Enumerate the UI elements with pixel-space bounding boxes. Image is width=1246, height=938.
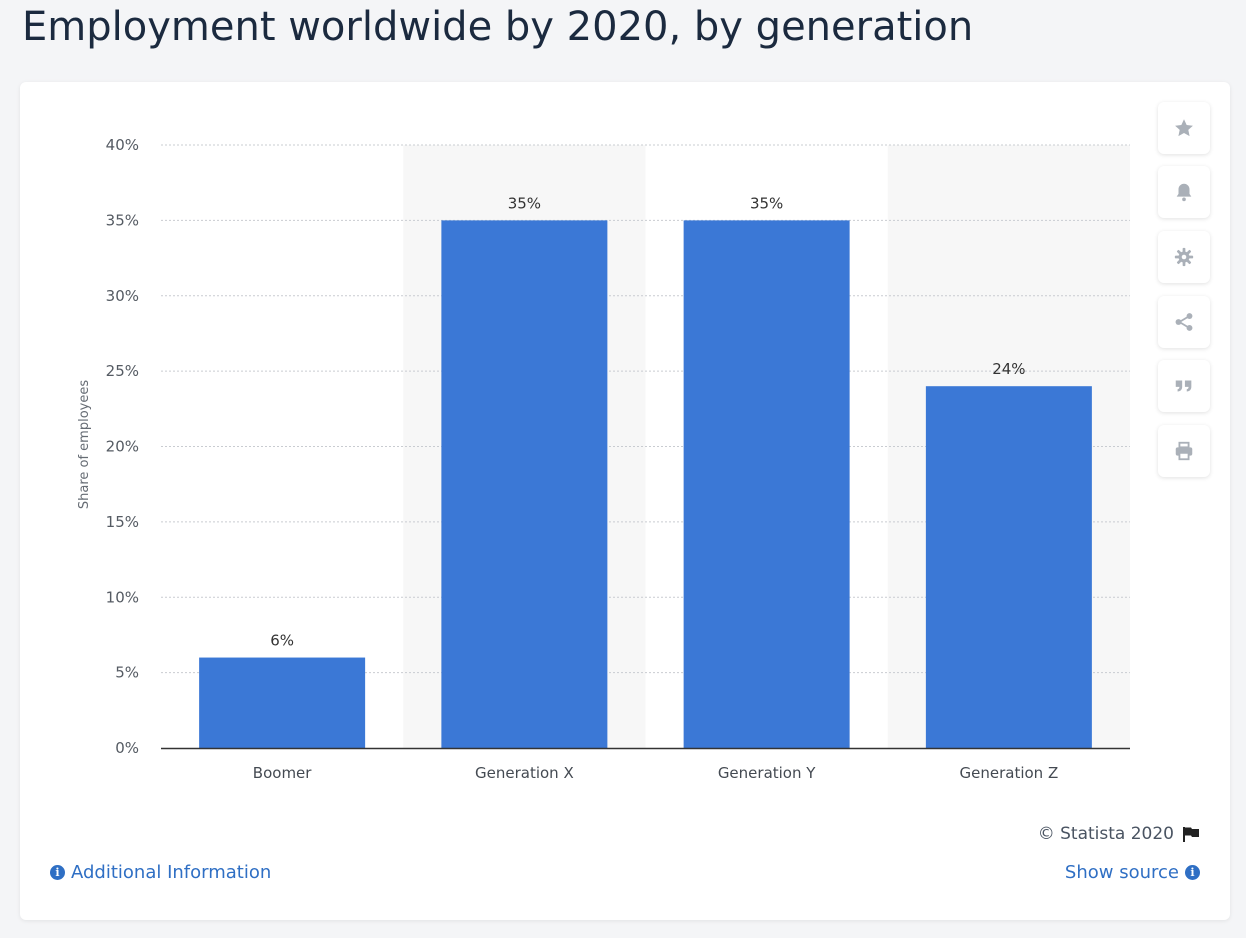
chart-card: 0% 5% 10% 15% 20% 25% 30% 35% 40% 6% 35% 35% 24% Bo… <box>20 82 1230 920</box>
gear-icon <box>1174 247 1194 267</box>
print-icon <box>1175 441 1193 461</box>
notification-button[interactable] <box>1158 166 1210 218</box>
x-tick-label: Generation Y <box>718 764 816 782</box>
x-tick-label: Generation Z <box>960 764 1059 782</box>
show-source-label: Show source <box>1064 862 1179 883</box>
data-label: 35% <box>508 194 541 212</box>
copyright-text: © Statista 2020 <box>1037 824 1174 844</box>
x-tick-label: Boomer <box>253 764 312 782</box>
bar-chart: 0% 5% 10% 15% 20% 25% 30% 35% 40% 6% 35% 35% 24% Bo… <box>77 136 1130 782</box>
y-tick-label: 15% <box>106 513 139 531</box>
y-tick-label: 5% <box>115 664 139 682</box>
y-tick-label: 40% <box>106 136 139 154</box>
additional-information-link[interactable]: i Additional Information <box>50 862 271 883</box>
share-icon <box>1175 313 1193 331</box>
y-tick-label: 35% <box>106 211 139 229</box>
y-tick-label: 25% <box>106 362 139 380</box>
x-axis-ticks: Boomer Generation X Generation Y Generation… <box>253 764 1058 782</box>
share-button[interactable] <box>1158 296 1210 348</box>
y-axis-title: Share of employees <box>77 380 92 509</box>
bar <box>683 220 850 748</box>
y-axis-ticks: 0% 5% 10% 15% 20% 25% 30% 35% 40% <box>106 136 139 757</box>
additional-information-label: Additional Information <box>71 862 272 883</box>
info-icon: i <box>50 865 65 880</box>
cite-button[interactable] <box>1158 360 1210 412</box>
star-icon <box>1175 119 1193 137</box>
data-label: 35% <box>750 194 783 212</box>
bar <box>199 657 366 748</box>
favorite-button[interactable] <box>1158 102 1210 154</box>
page-title: Employment worldwide by 2020, by generat… <box>22 4 974 50</box>
show-source-link[interactable]: Show source i <box>1065 862 1200 883</box>
y-tick-label: 10% <box>106 588 139 606</box>
x-tick-label: Generation X <box>475 764 574 782</box>
bar <box>441 220 608 748</box>
info-icon: i <box>1185 865 1200 880</box>
bar <box>925 386 1092 748</box>
print-button[interactable] <box>1158 425 1210 477</box>
data-labels: 6% 35% 35% 24% <box>270 194 1025 649</box>
data-label: 24% <box>992 360 1025 378</box>
bars <box>199 220 1092 748</box>
bell-icon <box>1176 183 1192 202</box>
y-tick-label: 0% <box>115 739 139 757</box>
flag-icon[interactable] <box>1182 826 1200 842</box>
copyright-notice: © Statista 2020 <box>1038 824 1200 844</box>
y-tick-label: 20% <box>106 438 139 456</box>
y-tick-label: 30% <box>106 287 139 305</box>
quote-icon <box>1175 380 1192 392</box>
settings-button[interactable] <box>1158 231 1210 283</box>
data-label: 6% <box>270 632 294 650</box>
